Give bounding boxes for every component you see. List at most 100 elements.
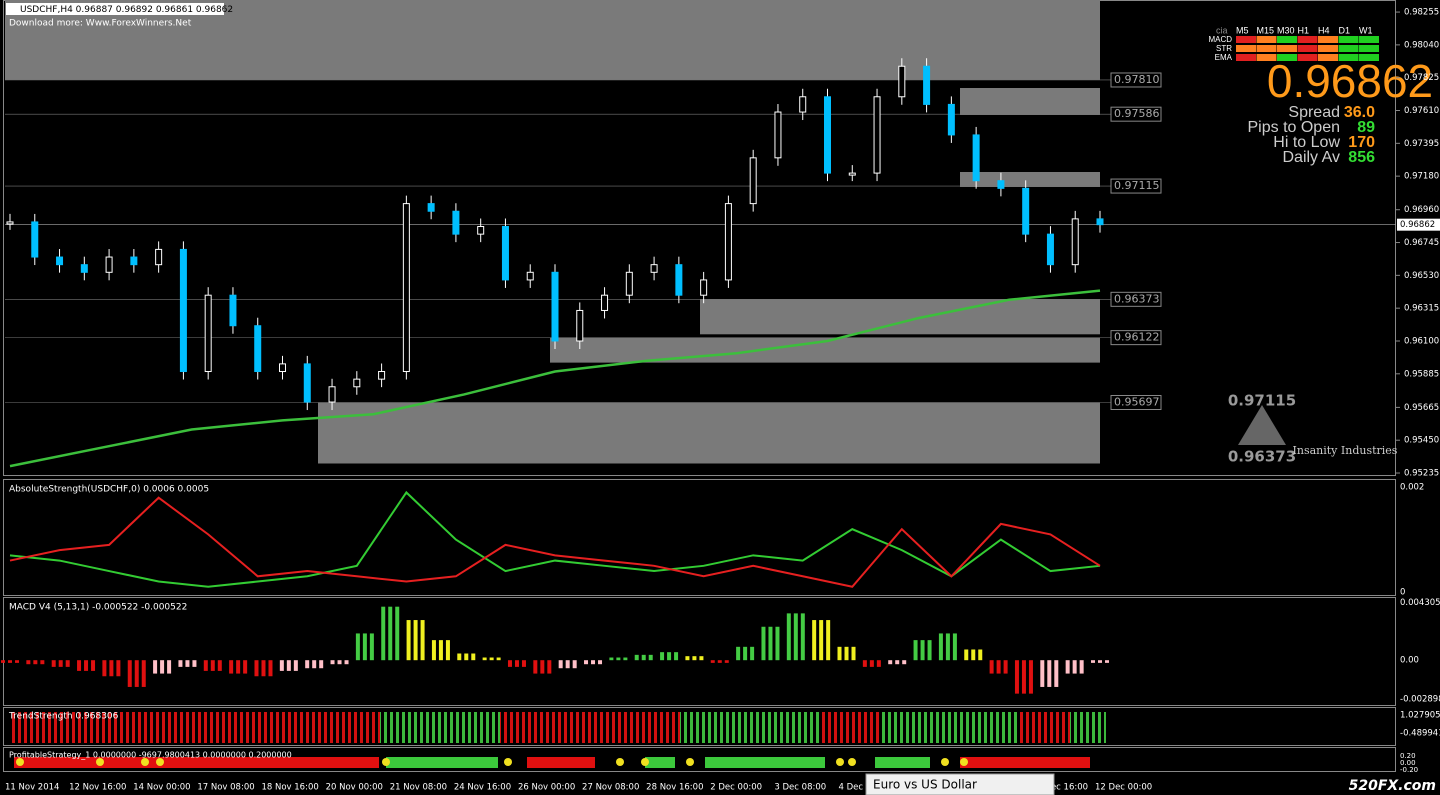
- macd-bar: [743, 646, 748, 661]
- macd-bar: [1003, 660, 1008, 674]
- range-low: 0.96373: [1228, 448, 1296, 466]
- macd-bar: [279, 660, 284, 671]
- macd-bar: [217, 660, 222, 671]
- macd-bar: [286, 660, 291, 671]
- dash-cell: [1359, 45, 1379, 52]
- y-tick-label: 0.20: [1400, 752, 1416, 760]
- candle: [601, 294, 609, 311]
- x-tick-label: 20 Nov 00:00: [326, 783, 383, 793]
- macd-bar: [862, 660, 867, 667]
- candle: [328, 386, 336, 403]
- macd-bar: [84, 660, 89, 671]
- macd-bar: [1014, 660, 1019, 694]
- macd-bar: [761, 626, 766, 661]
- macd-bar: [210, 660, 215, 671]
- candle: [378, 371, 386, 380]
- y-tick-label: 0.95450: [1404, 436, 1439, 446]
- candle: [254, 325, 262, 373]
- macd-bar: [623, 657, 628, 661]
- stat-value: 36.0: [1344, 104, 1375, 121]
- y-tick-label: 1.027905: [1400, 711, 1440, 721]
- y-tick-label: 0.97825: [1404, 73, 1439, 83]
- macd-bar: [609, 657, 614, 661]
- pane-title: ProfitableStrategy_1 0.0000000 -9697.980…: [9, 751, 292, 760]
- x-tick-label: 2 Dec 00:00: [710, 783, 762, 793]
- macd-bar: [381, 606, 386, 661]
- macd-bar: [786, 613, 791, 661]
- dash-cell: [1256, 45, 1277, 52]
- y-tick-label: 0: [1400, 588, 1405, 598]
- macd-bar: [851, 646, 856, 661]
- dash-cell: [1338, 36, 1359, 43]
- big-price: 0.96862: [1267, 55, 1433, 107]
- macd-bar: [8, 660, 12, 663]
- dash-header: M5: [1236, 25, 1249, 35]
- macd-bar: [153, 660, 158, 674]
- dash-row: EMA: [1215, 53, 1233, 62]
- candle: [898, 65, 906, 98]
- dash-cell: [1256, 54, 1277, 61]
- strength-line: [9, 496, 1101, 588]
- candle: [6, 221, 14, 225]
- level-label: 0.96122: [1114, 331, 1160, 344]
- dash-header: H4: [1318, 25, 1330, 35]
- macd-bar: [1079, 660, 1084, 674]
- candle: [526, 271, 534, 281]
- macd-bar: [540, 660, 545, 674]
- candle: [105, 256, 113, 273]
- dash-cell: [1297, 54, 1318, 61]
- macd-bar: [837, 646, 842, 661]
- macd-bar: [116, 660, 121, 677]
- y-tick-label: 0.96745: [1404, 238, 1439, 248]
- stat-value: 170: [1348, 134, 1375, 151]
- macd-bar: [927, 640, 932, 661]
- candle: [997, 180, 1005, 189]
- y-tick-label: 0.97395: [1404, 139, 1439, 149]
- strategy-bars: [14, 757, 1090, 768]
- macd-bar: [1021, 660, 1026, 694]
- macd-bar: [699, 656, 704, 661]
- macd-bar: [800, 613, 805, 661]
- macd-bar: [514, 660, 519, 667]
- candle: [749, 157, 757, 205]
- macd-bar: [938, 633, 943, 661]
- dash-cell: [1338, 54, 1359, 61]
- macd-bar: [15, 660, 19, 663]
- level-label: 0.95697: [1114, 395, 1160, 408]
- y-tick-label: 0.96960: [1404, 205, 1439, 215]
- dash-cell: [1277, 45, 1297, 52]
- dash-header: D1: [1339, 25, 1351, 35]
- y-tick-label: 0.98040: [1404, 40, 1439, 50]
- macd-bar: [167, 660, 172, 674]
- macd-bar: [598, 660, 603, 665]
- candle: [477, 226, 485, 235]
- macd-bar: [819, 620, 824, 661]
- macd-bar: [895, 660, 900, 665]
- macd-bar: [192, 660, 197, 667]
- macd-bar: [869, 660, 874, 667]
- candle: [353, 378, 361, 388]
- stat-label: Pips to Open: [1248, 119, 1341, 136]
- macd-bar: [964, 649, 969, 661]
- macd-bar: [109, 660, 114, 677]
- candle: [1046, 233, 1054, 266]
- x-tick-label: 12 Nov 16:00: [69, 783, 126, 793]
- stat-label: Daily Av: [1282, 149, 1340, 166]
- y-tick-label: 0.95235: [1404, 469, 1439, 479]
- dash-cell: [1318, 54, 1338, 61]
- y-tick-label: 0.96530: [1404, 271, 1439, 281]
- level-tag: [1110, 106, 1162, 122]
- stat-label: Spread: [1288, 104, 1340, 121]
- macd-bar: [736, 646, 741, 661]
- dash-cell: [1277, 36, 1297, 43]
- candle: [204, 294, 212, 373]
- pane-title: MACD V4 (5,13,1) -0.000522 -0.000522: [9, 603, 187, 613]
- macd-bar: [65, 660, 70, 667]
- macd-bar: [920, 640, 925, 661]
- macd-bar: [243, 660, 248, 674]
- y-tick-label: 0.97610: [1404, 106, 1439, 116]
- macd-bar: [616, 657, 621, 661]
- macd-bar: [1054, 660, 1059, 687]
- macd-bar: [471, 653, 476, 661]
- macd-bar: [1047, 660, 1052, 687]
